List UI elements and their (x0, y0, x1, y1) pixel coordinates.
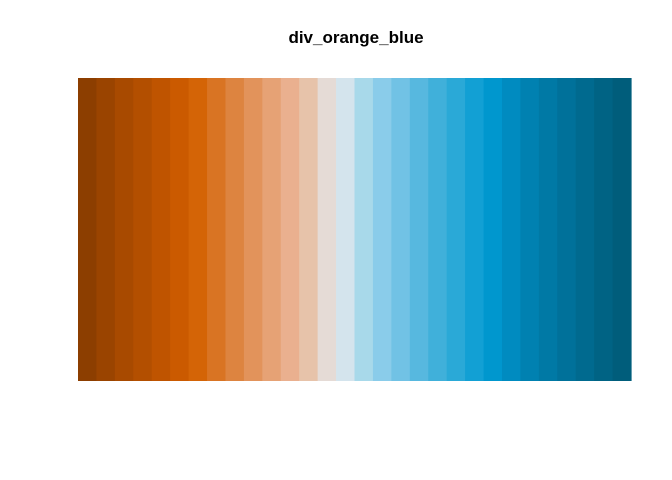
color-swatch (151, 78, 171, 381)
color-swatch (225, 78, 245, 381)
color-swatch (262, 78, 282, 381)
color-swatch (317, 78, 337, 381)
color-swatch (575, 78, 595, 381)
color-swatch (594, 78, 614, 381)
color-swatch (354, 78, 374, 381)
color-swatch (243, 78, 263, 381)
color-swatch (372, 78, 392, 381)
color-swatch (520, 78, 540, 381)
color-swatch (612, 78, 632, 381)
color-swatch (483, 78, 503, 381)
color-swatch (446, 78, 466, 381)
color-swatch (96, 78, 116, 381)
swatch-group (78, 78, 632, 381)
color-swatch (501, 78, 521, 381)
color-swatch (465, 78, 485, 381)
color-swatch (336, 78, 356, 381)
color-swatch (428, 78, 448, 381)
color-swatch (557, 78, 577, 381)
color-swatch (409, 78, 429, 381)
color-swatch (188, 78, 208, 381)
color-swatch (170, 78, 190, 381)
color-swatch (391, 78, 411, 381)
color-swatch (299, 78, 319, 381)
color-swatch (538, 78, 558, 381)
chart-title: div_orange_blue (288, 28, 424, 47)
color-swatch (207, 78, 227, 381)
color-swatch (78, 78, 98, 381)
color-swatch (280, 78, 300, 381)
color-swatch (114, 78, 134, 381)
color-swatch (133, 78, 153, 381)
